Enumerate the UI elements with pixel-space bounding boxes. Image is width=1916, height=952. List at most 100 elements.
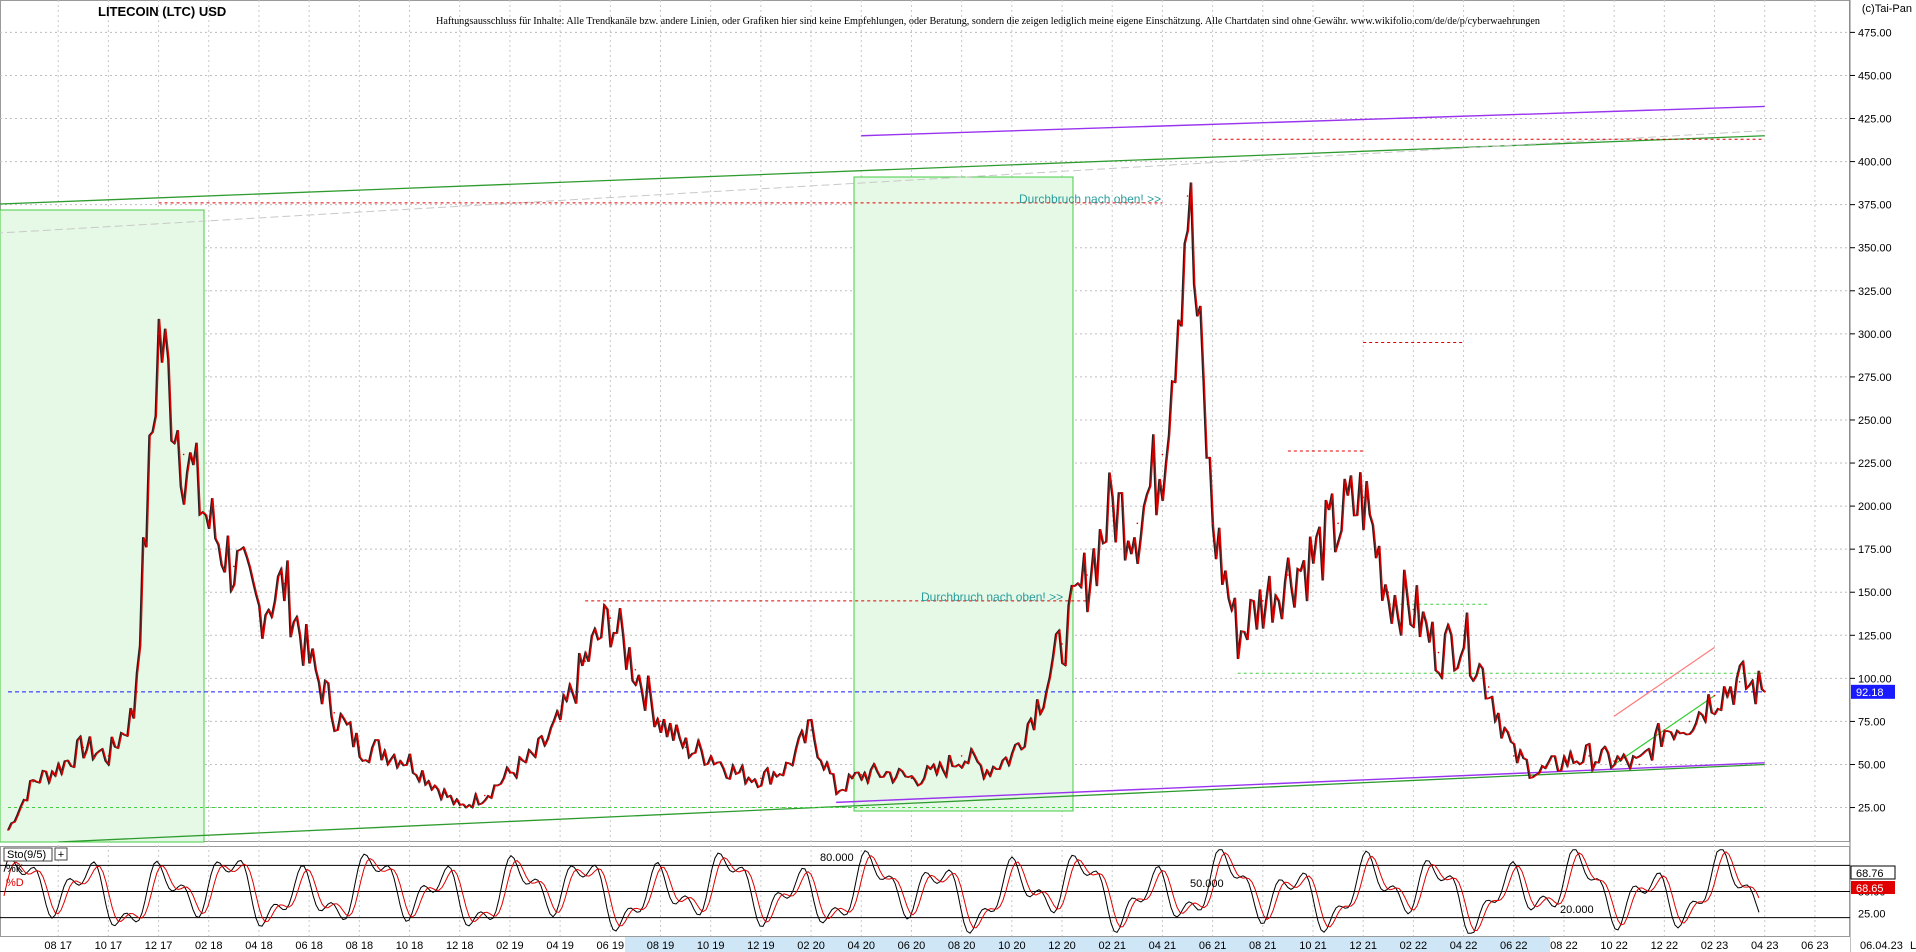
- price-point: [960, 755, 963, 757]
- price-point: [810, 729, 812, 731]
- price-point: [910, 777, 913, 780]
- time-tick-label: 12 19: [747, 940, 775, 952]
- time-tick-label: 06 19: [597, 940, 625, 952]
- price-point: [1538, 772, 1540, 774]
- price-point: [534, 755, 536, 757]
- price-point: [1211, 522, 1214, 525]
- time-tick-label: 08 19: [647, 940, 675, 952]
- price-point: [82, 746, 85, 749]
- time-tick-label: 06 18: [295, 940, 323, 952]
- price-point: [509, 772, 511, 774]
- price-point: [283, 582, 285, 585]
- price-point: [1111, 505, 1114, 507]
- disclaimer-text: Haftungsausschluss für Inhalte: Alle Tre…: [436, 16, 1541, 27]
- price-point: [32, 780, 34, 783]
- price-point: [1563, 760, 1565, 762]
- time-tick-label: 04 23: [1751, 940, 1779, 952]
- time-tick-label: 12 17: [145, 940, 173, 952]
- time-tick-label: 10 21: [1299, 940, 1327, 952]
- price-candles: [7, 182, 1766, 831]
- price-point: [1061, 643, 1063, 645]
- price-point: [458, 806, 461, 809]
- price-point: [785, 767, 787, 769]
- price-tick-label: 300.00: [1858, 329, 1892, 341]
- price-tick-label: 75.00: [1858, 716, 1886, 728]
- d-value-box: [1851, 881, 1895, 894]
- last-price-marker: 92.18: [1851, 684, 1895, 699]
- stochastic-d-line: [3, 851, 1760, 932]
- price-point: [559, 720, 561, 723]
- price-tick-label: 400.00: [1858, 157, 1892, 169]
- price-tick-label: 325.00: [1858, 286, 1892, 298]
- price-point: [935, 772, 938, 774]
- price-tick-label: 475.00: [1858, 27, 1892, 39]
- time-tick-label: 08 18: [346, 940, 374, 952]
- time-tick-label: 08 20: [948, 940, 976, 952]
- price-point: [1337, 522, 1339, 525]
- price-point: [684, 746, 687, 749]
- price-point: [383, 749, 386, 752]
- chart-title: LITECOIN (LTC) USD: [98, 4, 226, 19]
- price-point: [484, 794, 486, 797]
- time-tick-label: 06 23: [1801, 940, 1829, 952]
- time-tick-label: 10 20: [998, 940, 1026, 952]
- price-tick-label: 225.00: [1858, 458, 1892, 470]
- time-tick-label: 12 18: [446, 940, 474, 952]
- price-point: [408, 760, 411, 762]
- time-tick-label: 10 17: [95, 940, 123, 952]
- last-price-label: 92.18: [1856, 687, 1884, 699]
- price-point: [1312, 556, 1314, 559]
- price-point: [885, 772, 888, 774]
- time-axis-ticks: 08 17 10 17 12 17 02 18 04 18 06 18 08 18 10 18…: [44, 940, 1828, 952]
- price-point: [709, 755, 712, 757]
- time-tick-label: 10 18: [396, 940, 424, 952]
- time-tick-label: 02 22: [1400, 940, 1428, 952]
- price-point: [1387, 591, 1390, 594]
- upper-green-trendline: [0, 135, 1765, 205]
- time-tick-label: 06 20: [898, 940, 926, 952]
- price-line: [8, 182, 1767, 831]
- time-tick-label: 02 20: [797, 940, 825, 952]
- expand-button[interactable]: [54, 847, 68, 861]
- copyright-label: (c)Tai-Pan: [1862, 3, 1912, 15]
- date-label: 06.04.23: [1860, 940, 1903, 952]
- price-point: [182, 453, 185, 456]
- price-point: [7, 829, 9, 831]
- stochastic-header: Sto(9/5) + %K %D: [3, 847, 68, 889]
- log-toggle[interactable]: L: [1910, 940, 1916, 952]
- price-point: [1086, 574, 1088, 576]
- upper-gray-trendline: [0, 130, 1765, 234]
- price-point: [57, 767, 59, 769]
- zone-2020: [853, 176, 1074, 812]
- price-tick-label: 150.00: [1858, 587, 1892, 599]
- stochastic-k-line: [3, 849, 1760, 934]
- price-point: [258, 608, 260, 611]
- channel-upper: [1613, 646, 1715, 717]
- time-tick-label: 08 17: [44, 940, 72, 952]
- price-point: [333, 712, 336, 714]
- time-tick-label: 04 19: [546, 940, 574, 952]
- upper-purple-trendline: [861, 105, 1765, 137]
- price-tick-label: 375.00: [1858, 200, 1892, 212]
- price-point: [634, 668, 637, 671]
- annotation-breakout-2021: Durchbruch nach oben! >>: [1019, 192, 1161, 206]
- sto-level-50: 50.000: [1190, 878, 1224, 890]
- price-point: [1512, 755, 1515, 757]
- trendlines: [0, 105, 1765, 842]
- time-tick-label: 10 22: [1600, 940, 1628, 952]
- price-point: [1186, 195, 1189, 197]
- annotation-breakout-2020: Durchbruch nach oben! >>: [921, 590, 1063, 604]
- price-point: [1362, 496, 1364, 499]
- price-tick-label: 425.00: [1858, 114, 1892, 126]
- price-point: [1738, 681, 1741, 683]
- sto-tick-label: 25.00: [1858, 908, 1886, 920]
- lower-green-trendline: [58, 763, 1765, 842]
- d-label: %D: [6, 877, 24, 889]
- price-point: [1011, 755, 1013, 757]
- price-point: [835, 789, 837, 792]
- price-point: [1487, 686, 1490, 688]
- price-tick-label: 100.00: [1858, 673, 1892, 685]
- time-tick-label: 08 21: [1249, 940, 1277, 952]
- price-tick-label: 200.00: [1858, 501, 1892, 513]
- price-point: [1462, 634, 1465, 637]
